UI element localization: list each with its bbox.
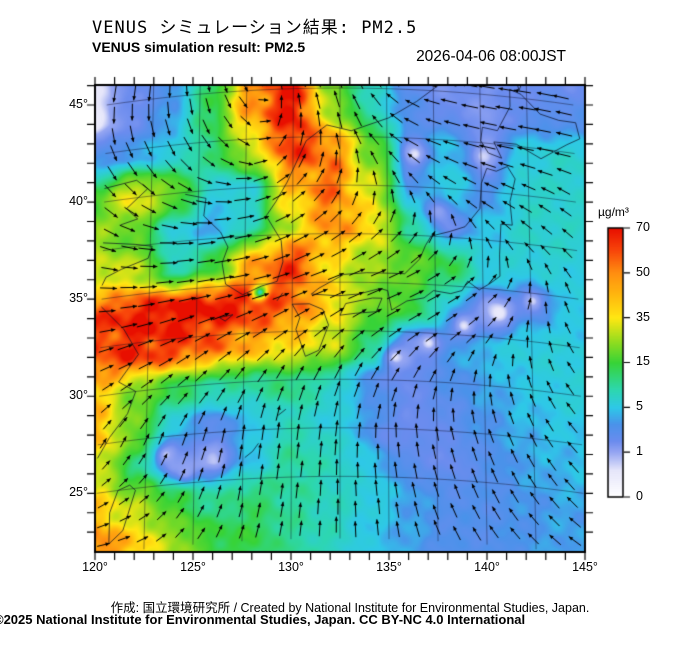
credit-line: 作成: 国立環境研究所 / Created by National Instit…: [110, 601, 590, 615]
x-axis-label-130: 130°: [278, 560, 304, 574]
x-axis-label-145: 145°: [572, 560, 598, 574]
colorbar-tick-50: 50: [636, 265, 650, 279]
y-axis-label-35: 35°: [69, 291, 88, 305]
forecast-timestamp: 2026-04-06 08:00JST: [416, 48, 566, 65]
colorbar-tick-15: 15: [636, 354, 650, 368]
y-axis-label-45: 45°: [69, 97, 88, 111]
x-axis-label-135: 135°: [376, 560, 402, 574]
colorbar-tick-5: 5: [636, 399, 643, 413]
license-line: ©2025 National Institute for Environment…: [0, 612, 526, 627]
colorbar-tick-70: 70: [636, 220, 650, 234]
colorbar-tick-1: 1: [636, 444, 643, 458]
y-axis-label-40: 40°: [69, 194, 88, 208]
x-axis-label-140: 140°: [474, 560, 500, 574]
pm25-concentration-map-canvas: [78, 68, 648, 572]
page-title-english: VENUS simulation result: PM2.5: [92, 39, 306, 55]
colorbar-tick-35: 35: [636, 310, 650, 324]
x-axis-label-120: 120°: [82, 560, 108, 574]
y-axis-label-30: 30°: [69, 388, 88, 402]
page-title-japanese: VENUS シミュレーション結果: PM2.5: [92, 18, 418, 38]
colorbar-tick-0: 0: [636, 489, 643, 503]
colorbar-unit-label: µg/m³: [598, 205, 629, 219]
x-axis-label-125: 125°: [180, 560, 206, 574]
y-axis-label-25: 25°: [69, 485, 88, 499]
